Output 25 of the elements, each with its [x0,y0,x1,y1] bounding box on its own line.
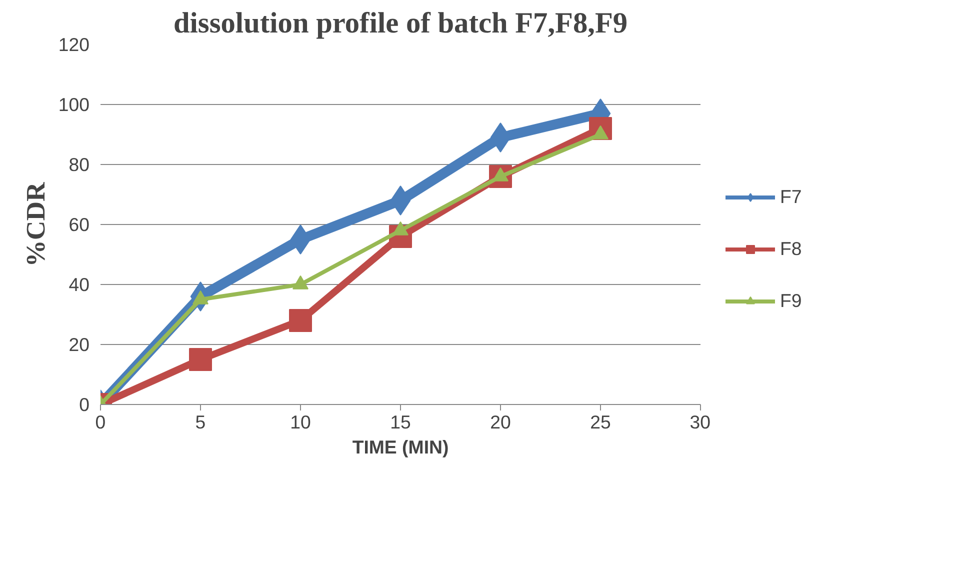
x-tick-label: 0 [95,412,106,432]
x-tick-label: 10 [290,412,311,432]
chart-title: dissolution profile of batch F7,F8,F9 [173,8,628,40]
y-tick-label: 20 [68,334,90,355]
y-tick-label: 80 [68,154,90,175]
legend-label: F8 [780,238,802,260]
y-tick-label: 0 [79,394,90,415]
point [490,122,511,152]
legend-label: F7 [780,186,802,208]
x-tick-label: 30 [690,412,711,432]
legend-label: F9 [780,290,802,312]
y-tick-label: 100 [58,94,90,115]
y-tick-label: 60 [68,214,90,235]
point [390,186,411,216]
x-tick-label: 25 [590,412,611,432]
point [189,348,212,371]
x-tick-label: 5 [195,412,206,432]
x-axis-title: TIME (MIN) [352,436,449,458]
x-tick-label: 15 [390,412,411,432]
x-tick-label: 20 [490,412,511,432]
point [290,224,311,254]
y-tick-label: 40 [68,274,90,295]
point [289,309,312,332]
y-axis-title: %CDR [20,182,50,267]
y-tick-label: 120 [58,34,90,55]
